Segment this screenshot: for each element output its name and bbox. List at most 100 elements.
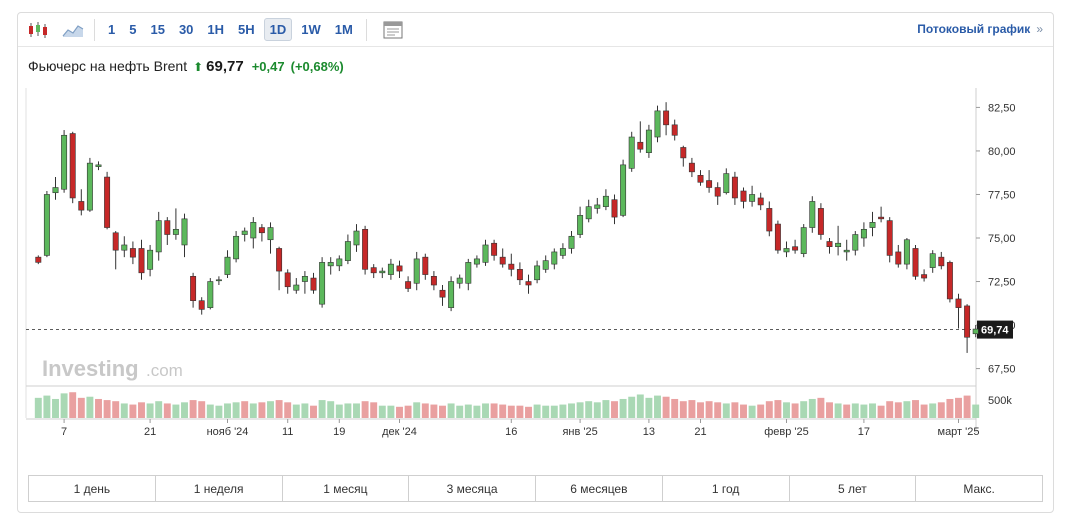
range-button-5[interactable]: 1 год bbox=[663, 476, 790, 501]
candle-down[interactable] bbox=[310, 277, 317, 291]
candle-up[interactable] bbox=[645, 129, 652, 153]
candle-up[interactable] bbox=[534, 265, 541, 281]
candle-up[interactable] bbox=[809, 201, 816, 228]
period-1h[interactable]: 1H bbox=[207, 22, 225, 37]
candle-down[interactable] bbox=[129, 248, 136, 258]
candle-down[interactable] bbox=[405, 281, 412, 289]
period-1d[interactable]: 1D bbox=[263, 18, 293, 41]
candle-up[interactable] bbox=[233, 235, 240, 260]
candle-up[interactable] bbox=[749, 194, 756, 202]
candle-up[interactable] bbox=[250, 222, 257, 239]
candle-up[interactable] bbox=[344, 241, 351, 261]
candle-up[interactable] bbox=[267, 227, 274, 241]
candle-up[interactable] bbox=[155, 220, 162, 253]
candle-down[interactable] bbox=[792, 246, 799, 251]
candle-up[interactable] bbox=[835, 242, 842, 248]
candle-down[interactable] bbox=[370, 267, 377, 274]
period-5[interactable]: 5 bbox=[129, 22, 137, 37]
candle-down[interactable] bbox=[740, 190, 747, 202]
stream-chart-link[interactable]: Потоковый график » bbox=[917, 22, 1043, 36]
range-button-1[interactable]: 1 неделя bbox=[156, 476, 283, 501]
candle-down[interactable] bbox=[396, 265, 403, 272]
candle-down[interactable] bbox=[774, 223, 781, 251]
range-button-0[interactable]: 1 день bbox=[29, 476, 156, 501]
candle-down[interactable] bbox=[422, 256, 429, 275]
period-5h[interactable]: 5H bbox=[238, 22, 255, 37]
candle-up[interactable] bbox=[869, 222, 876, 228]
candle-up[interactable] bbox=[327, 262, 334, 267]
range-button-3[interactable]: 3 месяца bbox=[409, 476, 536, 501]
candle-up[interactable] bbox=[929, 253, 936, 268]
candle-up[interactable] bbox=[482, 244, 489, 263]
candle-down[interactable] bbox=[757, 197, 764, 206]
candle-down[interactable] bbox=[878, 216, 885, 220]
candle-down[interactable] bbox=[362, 228, 369, 270]
candle-down[interactable] bbox=[112, 232, 119, 251]
candle-down[interactable] bbox=[921, 274, 928, 279]
candle-up[interactable] bbox=[594, 204, 601, 209]
candle-down[interactable] bbox=[697, 175, 704, 183]
candle-down[interactable] bbox=[78, 201, 85, 211]
candle-up[interactable] bbox=[387, 263, 394, 275]
candle-down[interactable] bbox=[190, 276, 197, 301]
candle-up[interactable] bbox=[61, 134, 68, 190]
candle-up[interactable] bbox=[456, 277, 463, 284]
candle-up[interactable] bbox=[852, 234, 859, 251]
candle-down[interactable] bbox=[706, 180, 713, 188]
candle-up[interactable] bbox=[602, 195, 609, 207]
candle-up[interactable] bbox=[577, 215, 584, 235]
candle-down[interactable] bbox=[525, 281, 532, 286]
candle-down[interactable] bbox=[138, 248, 145, 274]
candle-up[interactable] bbox=[293, 284, 300, 291]
candle-up[interactable] bbox=[147, 249, 154, 270]
candle-down[interactable] bbox=[912, 248, 919, 277]
candle-up[interactable] bbox=[172, 228, 179, 235]
candle-down[interactable] bbox=[946, 262, 953, 300]
range-button-2[interactable]: 1 месяц bbox=[283, 476, 410, 501]
candle-down[interactable] bbox=[671, 124, 678, 136]
candle-down[interactable] bbox=[714, 187, 721, 197]
candle-up[interactable] bbox=[43, 194, 50, 256]
candle-up[interactable] bbox=[585, 206, 592, 220]
period-30[interactable]: 30 bbox=[178, 22, 194, 37]
candle-up[interactable] bbox=[620, 164, 627, 216]
period-1[interactable]: 1 bbox=[108, 22, 116, 37]
candle-down[interactable] bbox=[817, 208, 824, 235]
candle-up[interactable] bbox=[207, 281, 214, 308]
candle-down[interactable] bbox=[430, 276, 437, 286]
candle-up[interactable] bbox=[95, 164, 102, 167]
candle-up[interactable] bbox=[319, 262, 326, 305]
candle-up[interactable] bbox=[843, 249, 850, 253]
candle-down[interactable] bbox=[516, 269, 523, 281]
candle-up[interactable] bbox=[723, 173, 730, 194]
candle-up[interactable] bbox=[783, 248, 790, 253]
area-chart-icon[interactable] bbox=[58, 18, 88, 42]
candle-down[interactable] bbox=[731, 176, 738, 199]
candle-down[interactable] bbox=[104, 176, 111, 228]
candle-up[interactable] bbox=[654, 110, 661, 138]
candle-up[interactable] bbox=[800, 227, 807, 254]
candle-down[interactable] bbox=[663, 110, 670, 126]
candle-up[interactable] bbox=[181, 218, 188, 246]
candle-down[interactable] bbox=[491, 242, 498, 256]
candle-up[interactable] bbox=[241, 230, 248, 235]
candle-up[interactable] bbox=[568, 235, 575, 249]
candle-down[interactable] bbox=[826, 241, 833, 248]
candle-down[interactable] bbox=[258, 227, 265, 234]
candle-down[interactable] bbox=[955, 298, 962, 308]
candle-up[interactable] bbox=[353, 230, 360, 246]
candle-down[interactable] bbox=[680, 147, 687, 159]
candlestick-icon[interactable] bbox=[23, 18, 53, 42]
candle-up[interactable] bbox=[903, 239, 910, 265]
candlestick-chart[interactable]: 67,5070,0072,5075,0077,5080,0082,50Inves… bbox=[18, 88, 1055, 458]
candle-down[interactable] bbox=[499, 256, 506, 265]
candle-down[interactable] bbox=[35, 256, 42, 263]
candle-down[interactable] bbox=[895, 251, 902, 265]
candle-down[interactable] bbox=[688, 162, 695, 173]
candle-up[interactable] bbox=[413, 258, 420, 284]
candle-up[interactable] bbox=[473, 258, 480, 265]
period-1w[interactable]: 1W bbox=[301, 22, 321, 37]
candle-down[interactable] bbox=[439, 289, 446, 298]
candle-down[interactable] bbox=[276, 248, 283, 272]
candle-up[interactable] bbox=[215, 279, 222, 282]
